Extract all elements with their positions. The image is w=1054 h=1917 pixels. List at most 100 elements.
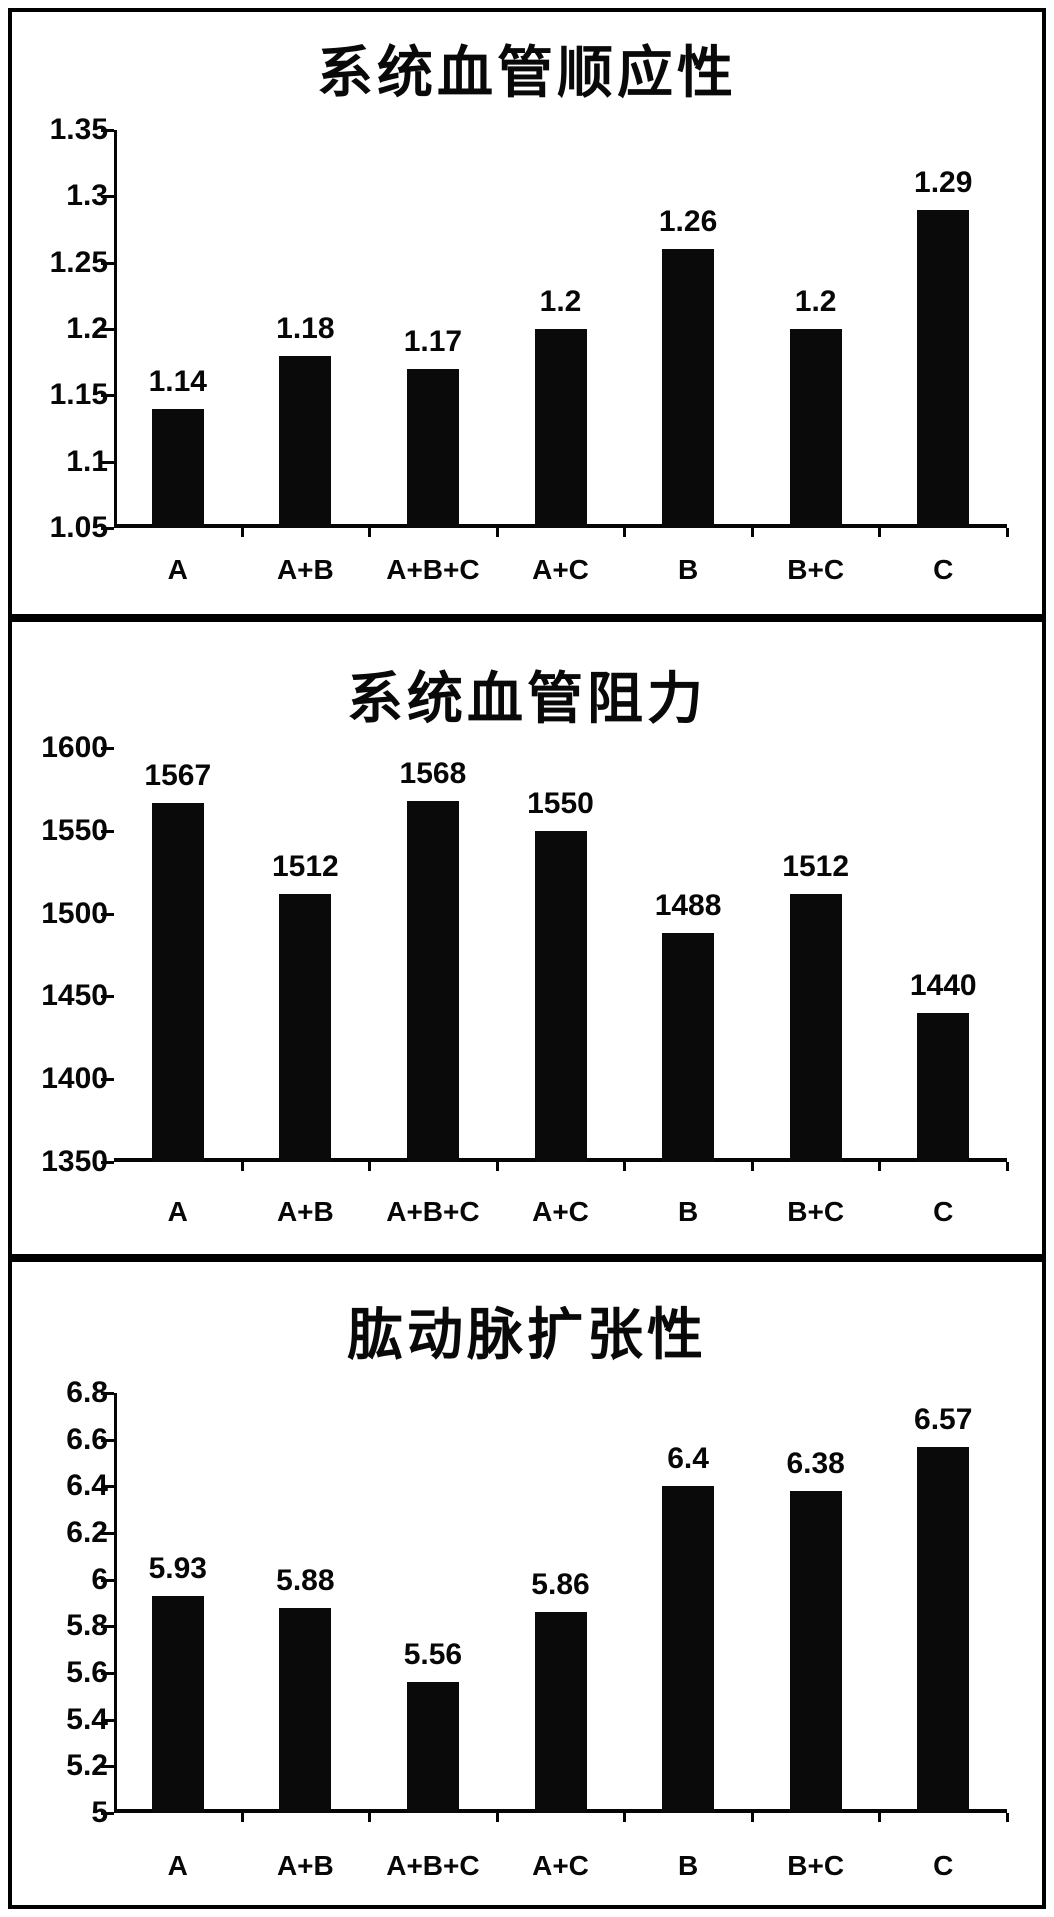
bar	[917, 1446, 970, 1813]
y-tick-label: 6.4	[66, 1469, 108, 1503]
x-tick-mark	[495, 528, 499, 537]
y-tick-mark	[101, 829, 114, 833]
bar	[279, 1607, 332, 1813]
y-tick-label: 1.25	[49, 245, 108, 279]
y-tick-mark	[101, 1438, 114, 1442]
y-tick-label: 6.2	[66, 1516, 108, 1549]
category-label: B	[677, 1196, 699, 1227]
y-tick-label: 1500	[41, 896, 108, 930]
category-label: A+C	[532, 1850, 589, 1881]
x-tick-mark	[368, 1813, 372, 1822]
category-label: A+B	[276, 1196, 334, 1227]
bar	[279, 355, 332, 528]
x-tick-mark	[750, 528, 754, 537]
y-tick-label: 6	[91, 1562, 108, 1596]
x-tick-mark	[495, 1162, 499, 1171]
bar-value-label: 5.86	[531, 1568, 590, 1602]
x-tick-mark	[878, 1162, 882, 1171]
y-tick-label: 1600	[41, 731, 108, 764]
y-tick-label: 5.6	[66, 1656, 108, 1689]
bar	[406, 368, 459, 528]
bar-value-label: 1512	[271, 849, 339, 883]
bar-value-label: 1550	[527, 786, 594, 820]
y-tick-label: 1400	[41, 1062, 108, 1096]
x-tick-mark	[623, 1162, 627, 1171]
y-tick-label: 5.2	[66, 1749, 108, 1783]
category-label: C	[933, 554, 954, 585]
category-label: A+C	[532, 554, 589, 585]
category-label: A	[167, 1196, 188, 1227]
y-tick-mark	[101, 1532, 114, 1535]
bar-value-label: 6.38	[786, 1447, 845, 1480]
y-tick-label: 1.35	[49, 113, 108, 146]
category-label: A+C	[532, 1196, 589, 1227]
y-tick-label: 5.8	[66, 1609, 108, 1643]
y-tick-mark	[101, 1078, 114, 1082]
x-tick-mark	[495, 1813, 499, 1822]
y-tick-mark	[101, 1625, 114, 1629]
x-tick-mark	[1006, 528, 1009, 537]
category-label: A+B	[276, 554, 334, 585]
bar-value-label: 6.57	[914, 1402, 973, 1436]
x-tick-mark	[623, 1813, 627, 1822]
y-tick-mark	[101, 1812, 114, 1815]
category-label: A	[167, 554, 188, 585]
bar-value-label: 1.29	[914, 165, 973, 199]
x-tick-mark	[750, 1162, 754, 1171]
bar-value-label: 1440	[909, 968, 977, 1002]
bar-value-label: 1488	[654, 889, 722, 923]
x-tick-mark	[368, 528, 372, 537]
y-tick-mark	[101, 261, 114, 265]
y-tick-mark	[101, 1718, 114, 1722]
y-tick-mark	[101, 747, 114, 750]
bar	[151, 408, 204, 528]
x-tick-mark	[878, 1813, 882, 1822]
x-tick-mark	[368, 1162, 372, 1171]
bar-value-label: 6.4	[667, 1442, 709, 1476]
y-tick-label: 1.2	[66, 312, 108, 345]
y-tick-mark	[101, 1161, 114, 1164]
bar	[789, 1491, 842, 1813]
y-tick-mark	[101, 328, 114, 331]
y-tick-mark	[101, 129, 114, 132]
chart-area: 1600 1550 1500 1450 1400 1350 1567 A 1512 A+B 1568…	[12, 622, 1042, 1254]
x-tick-mark	[1006, 1162, 1009, 1171]
bar-value-label: 1.2	[794, 285, 837, 318]
y-tick-label: 6.6	[66, 1422, 108, 1456]
y-tick-label: 6.8	[66, 1376, 108, 1409]
x-tick-mark	[750, 1813, 754, 1822]
bar	[534, 329, 587, 528]
bar	[406, 1682, 459, 1813]
category-label: B	[677, 554, 699, 585]
bar	[789, 329, 842, 528]
chart-panel-brachial-distensibility: 肱动脉扩张性 6.8 6.6 6.4 6.2 6 5.8 5.6 5.4 5.2 5 5.93 A 5.…	[8, 1258, 1046, 1909]
chart-area: 6.8 6.6 6.4 6.2 6 5.8 5.6 5.4 5.2 5 5.93 A 5.88 A+B 5.…	[12, 1262, 1042, 1905]
y-tick-mark	[101, 195, 114, 199]
y-tick-label: 5	[91, 1796, 108, 1829]
bar-value-label: 1.18	[276, 311, 335, 345]
y-tick-mark	[101, 1578, 114, 1582]
chart-title: 系统血管阻力	[347, 667, 707, 730]
category-label: B+C	[787, 1196, 845, 1227]
y-tick-mark	[101, 1765, 114, 1769]
category-label: C	[933, 1850, 954, 1881]
bar	[534, 830, 587, 1162]
y-tick-mark	[101, 394, 114, 398]
y-tick-label: 1.1	[66, 444, 108, 478]
y-tick-label: 1350	[41, 1145, 108, 1178]
x-tick-mark	[240, 1162, 244, 1171]
y-tick-mark	[101, 995, 114, 999]
x-tick-mark	[240, 1813, 244, 1822]
chart-panel-vascular-compliance: 系统血管顺应性 1.35 1.3 1.25 1.2 1.15 1.1 1.05 1.14 A 1.…	[8, 8, 1046, 618]
bar-value-label: 1.14	[148, 364, 207, 398]
bar	[662, 1486, 715, 1813]
category-label: A+B+C	[386, 1196, 480, 1227]
category-label: A+B+C	[386, 1850, 480, 1881]
category-label: A+B+C	[386, 554, 480, 585]
bar-value-label: 1.26	[658, 205, 718, 239]
y-tick-mark	[101, 460, 114, 464]
x-tick-mark	[878, 528, 882, 537]
y-tick-mark	[101, 1392, 114, 1395]
bar	[917, 1012, 970, 1162]
